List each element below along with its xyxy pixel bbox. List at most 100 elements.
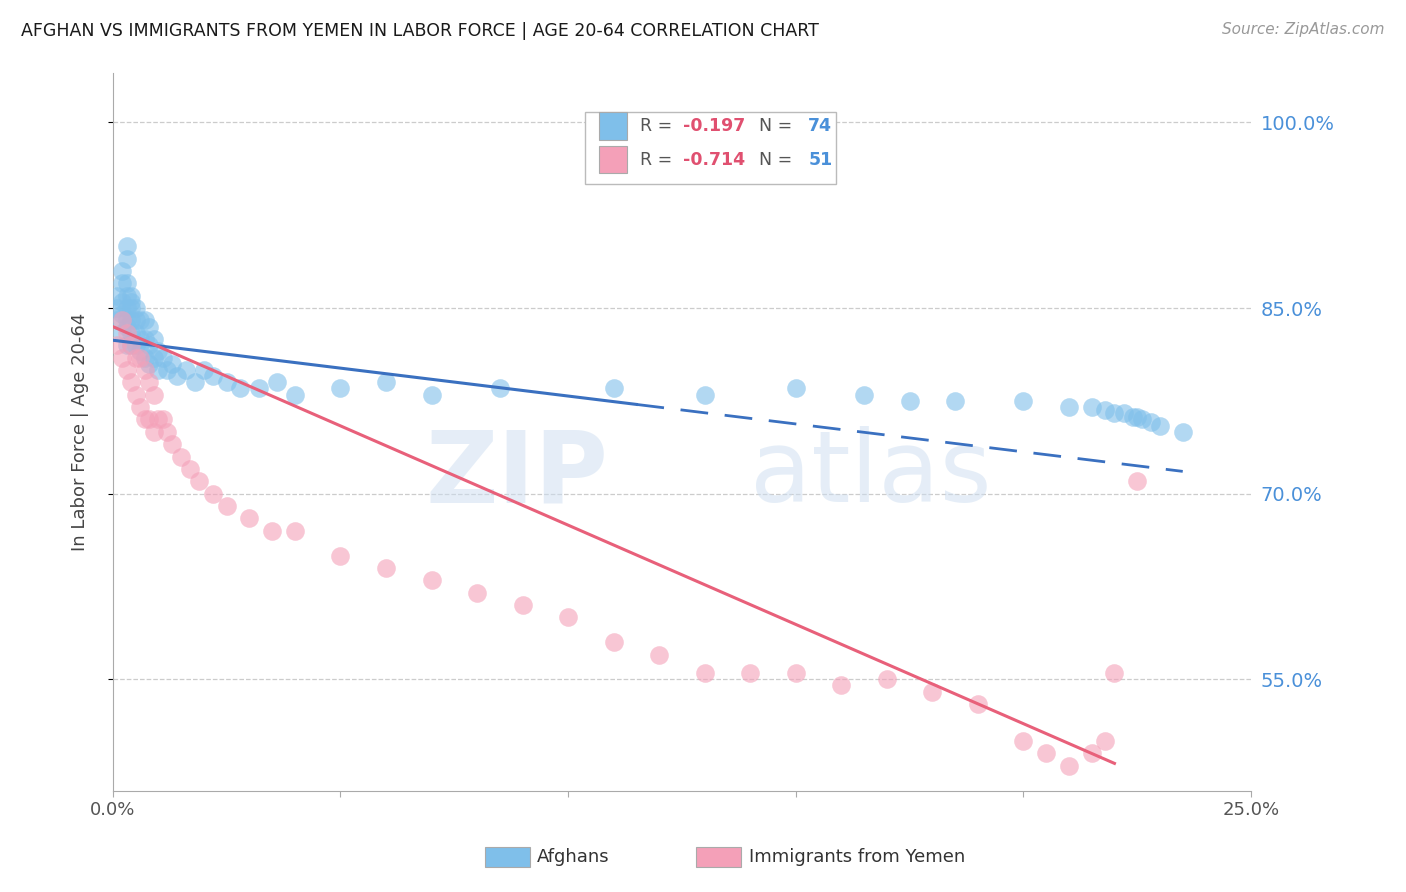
Point bbox=[179, 462, 201, 476]
Point bbox=[247, 382, 270, 396]
Text: R =: R = bbox=[640, 151, 678, 169]
Point bbox=[142, 332, 165, 346]
Point bbox=[1057, 400, 1080, 414]
Point bbox=[166, 369, 188, 384]
Point bbox=[740, 666, 762, 681]
Point bbox=[830, 678, 852, 692]
Point bbox=[120, 338, 142, 352]
Point bbox=[124, 326, 146, 340]
Point bbox=[115, 326, 138, 340]
Point bbox=[375, 376, 398, 390]
Text: 51: 51 bbox=[808, 151, 832, 169]
FancyBboxPatch shape bbox=[599, 112, 627, 140]
Point bbox=[202, 369, 225, 384]
Point bbox=[1122, 409, 1144, 424]
Point bbox=[266, 376, 288, 390]
Point bbox=[111, 307, 134, 321]
Point bbox=[170, 450, 193, 464]
Point bbox=[138, 412, 160, 426]
Point bbox=[193, 363, 215, 377]
Point bbox=[602, 635, 624, 649]
Text: R =: R = bbox=[640, 117, 678, 135]
Point bbox=[138, 357, 160, 371]
Point bbox=[1104, 666, 1126, 681]
Point bbox=[129, 313, 152, 327]
Point bbox=[134, 332, 156, 346]
Text: Immigrants from Yemen: Immigrants from Yemen bbox=[749, 848, 966, 866]
Point bbox=[115, 319, 138, 334]
Point bbox=[138, 376, 160, 390]
Point bbox=[134, 351, 156, 365]
Point bbox=[134, 313, 156, 327]
FancyBboxPatch shape bbox=[599, 146, 627, 173]
Point bbox=[1171, 425, 1194, 439]
Point bbox=[115, 252, 138, 266]
Point bbox=[1126, 475, 1149, 489]
Point bbox=[111, 264, 134, 278]
Point bbox=[1104, 406, 1126, 420]
Point bbox=[693, 666, 716, 681]
Point bbox=[124, 338, 146, 352]
Point bbox=[465, 585, 488, 599]
Text: 74: 74 bbox=[808, 117, 832, 135]
Point bbox=[329, 382, 352, 396]
Point bbox=[921, 684, 943, 698]
Point bbox=[142, 425, 165, 439]
Point bbox=[134, 412, 156, 426]
Point bbox=[1112, 406, 1135, 420]
Point bbox=[1080, 747, 1102, 761]
Point bbox=[138, 338, 160, 352]
Point bbox=[229, 382, 252, 396]
Point bbox=[284, 524, 307, 538]
Point bbox=[120, 301, 142, 315]
Point bbox=[129, 400, 152, 414]
Point bbox=[115, 239, 138, 253]
Point bbox=[142, 351, 165, 365]
Point bbox=[375, 561, 398, 575]
Point bbox=[1012, 393, 1035, 408]
Point bbox=[152, 412, 174, 426]
Point bbox=[107, 313, 129, 327]
Point bbox=[115, 313, 138, 327]
Text: atlas: atlas bbox=[751, 426, 991, 524]
Text: ZIP: ZIP bbox=[425, 426, 607, 524]
Point bbox=[1035, 747, 1057, 761]
Point bbox=[1140, 415, 1163, 429]
Text: Afghans: Afghans bbox=[537, 848, 610, 866]
Point bbox=[174, 363, 197, 377]
Point bbox=[262, 524, 284, 538]
Point bbox=[160, 437, 183, 451]
Point bbox=[1057, 759, 1080, 773]
Point bbox=[1149, 418, 1171, 433]
Point bbox=[124, 387, 146, 401]
Point bbox=[142, 387, 165, 401]
Text: AFGHAN VS IMMIGRANTS FROM YEMEN IN LABOR FORCE | AGE 20-64 CORRELATION CHART: AFGHAN VS IMMIGRANTS FROM YEMEN IN LABOR… bbox=[21, 22, 818, 40]
Point bbox=[943, 393, 966, 408]
Point bbox=[111, 294, 134, 309]
Point bbox=[107, 338, 129, 352]
Point bbox=[966, 697, 988, 711]
Point bbox=[129, 332, 152, 346]
Point bbox=[107, 288, 129, 302]
Point bbox=[124, 301, 146, 315]
Point bbox=[148, 363, 170, 377]
Point bbox=[115, 338, 138, 352]
Point bbox=[693, 387, 716, 401]
Point bbox=[785, 382, 807, 396]
Text: -0.714: -0.714 bbox=[683, 151, 745, 169]
Point bbox=[120, 313, 142, 327]
Point bbox=[238, 511, 260, 525]
Point bbox=[557, 610, 579, 624]
Point bbox=[876, 672, 898, 686]
Text: Source: ZipAtlas.com: Source: ZipAtlas.com bbox=[1222, 22, 1385, 37]
Point bbox=[1080, 400, 1102, 414]
Point bbox=[1094, 402, 1116, 417]
Point bbox=[160, 357, 183, 371]
Point bbox=[512, 598, 534, 612]
Point bbox=[148, 344, 170, 359]
Point bbox=[115, 277, 138, 291]
Point bbox=[148, 412, 170, 426]
Point bbox=[1126, 409, 1149, 424]
Point bbox=[111, 326, 134, 340]
Point bbox=[111, 351, 134, 365]
